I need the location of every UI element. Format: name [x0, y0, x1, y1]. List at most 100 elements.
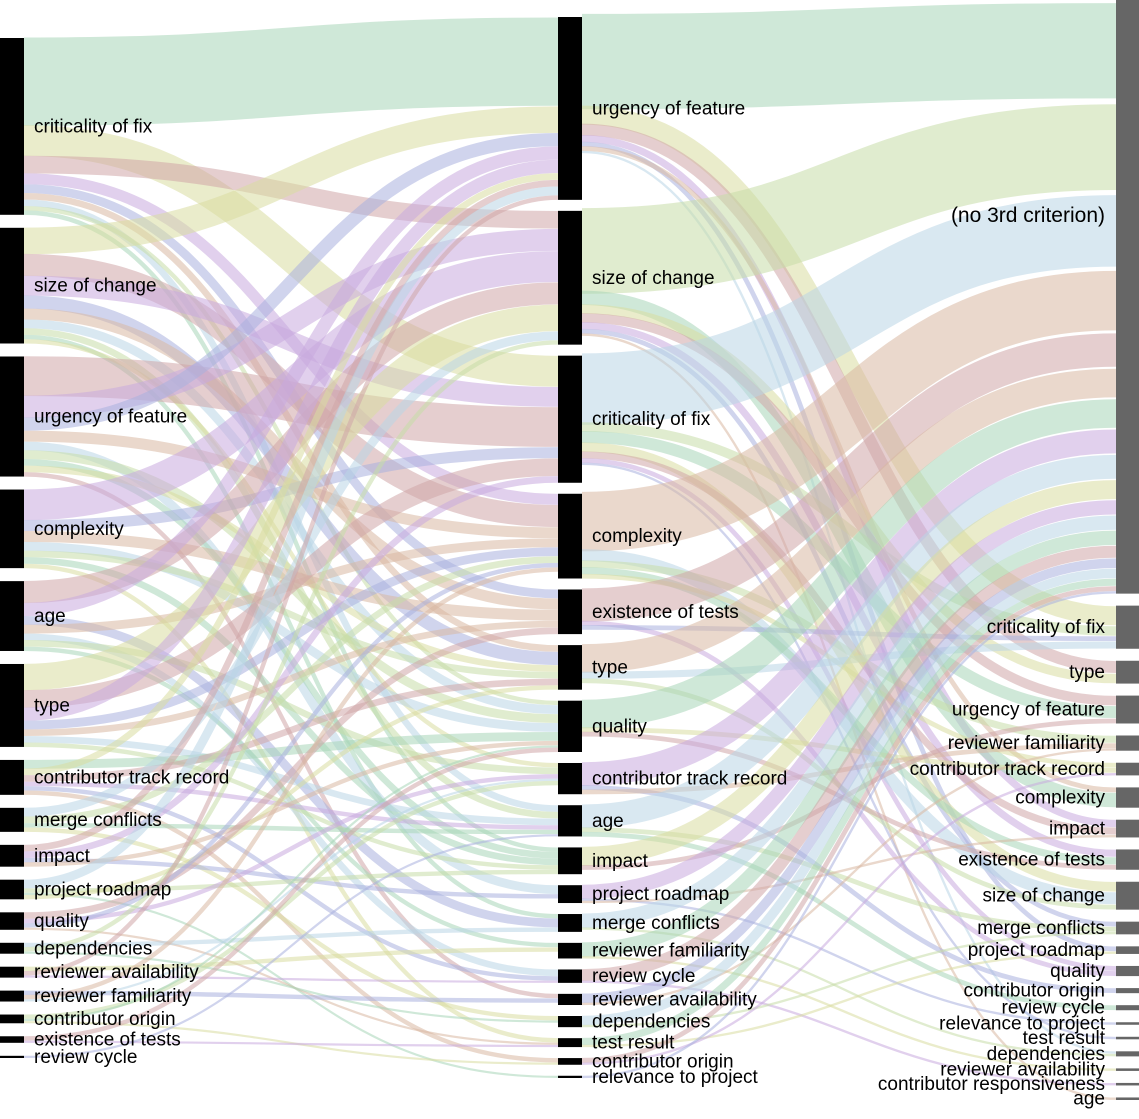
first-label-dependencies: dependencies	[34, 938, 152, 959]
third-label-dependencies: dependencies	[987, 1044, 1105, 1065]
second-label-size-of-change: size of change	[592, 268, 715, 289]
second-third-flow-urgency-of-feature-to-no-3rd-criterion	[581, 3, 1117, 110]
first-second-flow-contributor-track-record-to-type	[23, 678, 559, 782]
second-node-existence-of-tests	[558, 589, 582, 635]
first-label-type: type	[34, 695, 70, 716]
second-node-quality	[558, 700, 582, 752]
first-label-impact: impact	[34, 846, 91, 867]
first-node-urgency-of-feature	[0, 356, 24, 477]
third-node-relevance-to-project	[1116, 1022, 1139, 1025]
third-label-type: type	[1069, 662, 1105, 683]
second-node-merge-conflicts	[558, 914, 582, 932]
third-label-quality: quality	[1050, 961, 1105, 982]
first-node-existence-of-tests	[0, 1036, 24, 1043]
second-criterion-column: urgency of feature size of change critical…	[558, 17, 787, 1088]
second-third-flow-reviewer-availability-to-no-3rd-criterion	[581, 558, 1117, 1004]
first-second-flow-impact-to-quality	[23, 740, 559, 867]
first-node-reviewer-familiarity	[0, 990, 24, 1002]
second-third-flow-test-result-to-project-roadmap	[581, 951, 1117, 1048]
second-node-criticality-of-fix	[558, 355, 582, 483]
first-node-review-cycle	[0, 1055, 24, 1058]
third-label-no-3rd-criterion: (no 3rd criterion)	[951, 204, 1105, 227]
first-second-flow-complexity-to-type	[23, 550, 559, 679]
third-label-existence-of-tests: existence of tests	[958, 850, 1105, 871]
first-second-flow-dependencies-to-dependencies	[23, 951, 559, 1023]
second-third-flow-review-cycle-to-no-3rd-criterion	[581, 545, 1117, 982]
second-label-criticality-of-fix: criticality of fix	[592, 409, 711, 430]
first-second-flow-size-of-change-to-criticality-of-fix	[23, 275, 559, 407]
first-second-flow-impact-to-project-roadmap	[23, 857, 559, 899]
first-second-flow-review-cycle-to-age	[23, 834, 559, 1059]
first-second-flow-merge-conflicts-to-dependencies	[23, 827, 559, 1021]
second-node-contributor-track-record	[558, 762, 582, 795]
second-label-impact: impact	[592, 851, 649, 872]
second-node-relevance-to-project	[558, 1075, 582, 1078]
third-node-complexity	[1116, 787, 1139, 808]
third-node-impact	[1116, 819, 1139, 838]
first-second-flow-reviewer-availability-to-reviewer-familiarity	[23, 947, 559, 972]
first-second-flow-quality-to-contributor-track-record	[23, 774, 559, 924]
first-second-flow-reviewer-familiarity-to-contributor-track-record	[23, 778, 559, 1002]
first-node-age	[0, 581, 24, 651]
first-node-dependencies	[0, 942, 24, 954]
second-third-flow-contributor-origin-to-contributor-track-record	[581, 772, 1117, 1065]
first-second-flow-project-roadmap-to-urgency-of-feature	[23, 186, 559, 889]
first-second-flow-merge-conflicts-to-size-of-change	[23, 331, 559, 817]
first-node-impact	[0, 844, 24, 867]
first-node-reviewer-availability	[0, 966, 24, 978]
third-node-contributor-responsiveness	[1116, 1082, 1139, 1086]
third-node-contributor-origin	[1116, 988, 1139, 994]
first-second-flow-quality-to-existence-of-tests	[23, 627, 559, 919]
first-node-complexity	[0, 489, 24, 569]
third-node-project-roadmap	[1116, 946, 1139, 954]
second-third-flow-impact-to-no-3rd-criterion	[581, 480, 1117, 866]
second-third-flow-reviewer-familiarity-to-reviewer-availability	[581, 956, 1117, 1071]
second-label-age: age	[592, 811, 624, 832]
first-second-flow-type-to-size-of-change	[23, 304, 559, 691]
second-third-flow-quality-to-no-3rd-criterion	[581, 399, 1117, 729]
first-second-flow-impact-to-criticality-of-fix	[23, 476, 559, 858]
first-node-quality	[0, 912, 24, 930]
second-third-flow-merge-conflicts-to-dependencies	[581, 927, 1117, 1057]
flows-first-to-second	[23, 17, 559, 1078]
first-second-flow-type-to-existence-of-tests	[23, 620, 559, 737]
second-label-existence-of-tests: existence of tests	[592, 602, 739, 623]
third-node-merge-conflicts	[1116, 921, 1139, 935]
third-node-age	[1116, 1097, 1139, 1100]
second-third-flow-contributor-track-record-to-no-3rd-criterion	[581, 429, 1117, 787]
third-label-merge-conflicts: merge conflicts	[977, 918, 1105, 939]
second-node-urgency-of-feature	[558, 17, 582, 200]
first-second-flow-age-to-urgency-of-feature	[23, 146, 559, 617]
third-node-review-cycle	[1116, 1005, 1139, 1011]
first-second-flow-reviewer-familiarity-to-reviewer-availability	[23, 990, 559, 1003]
first-node-merge-conflicts	[0, 807, 24, 832]
third-label-contributor-origin: contributor origin	[963, 981, 1105, 1002]
first-second-flow-dependencies-to-size-of-change	[23, 340, 559, 952]
third-node-urgency-of-feature	[1116, 695, 1139, 724]
second-label-type: type	[592, 657, 628, 678]
first-second-flow-contributor-origin-to-quality	[23, 745, 559, 1022]
second-label-project-roadmap: project roadmap	[592, 884, 729, 905]
second-label-relevance-to-project: relevance to project	[592, 1067, 759, 1088]
second-node-size-of-change	[558, 210, 582, 345]
third-criterion-column: (no 3rd criterion) criticality of fix type…	[878, 0, 1139, 1110]
first-label-age: age	[34, 606, 66, 627]
second-third-flow-merge-conflicts-to-no-3rd-criterion	[581, 515, 1117, 928]
second-node-test-result	[558, 1038, 582, 1048]
first-label-criticality-of-fix: criticality of fix	[34, 116, 153, 137]
second-third-flow-review-cycle-to-contributor-responsiveness	[581, 980, 1117, 1086]
second-third-flow-type-to-no-3rd-criterion	[581, 368, 1117, 673]
first-second-flow-type-to-complexity	[23, 547, 559, 730]
second-third-flow-reviewer-availability-to-reviewer-familiarity	[581, 748, 1117, 1006]
first-second-flow-impact-to-urgency-of-feature	[23, 179, 559, 852]
first-second-flow-reviewer-familiarity-to-complexity	[23, 567, 559, 1000]
first-label-project-roadmap: project roadmap	[34, 880, 171, 901]
third-label-test-result: test result	[1023, 1028, 1106, 1049]
third-label-project-roadmap: project roadmap	[968, 940, 1105, 961]
first-second-flow-type-to-urgency-of-feature	[23, 159, 559, 721]
third-label-contributor-responsiveness: contributor responsiveness	[878, 1074, 1105, 1095]
first-second-flow-contributor-track-record-to-urgency-of-feature	[23, 173, 559, 776]
third-label-size-of-change: size of change	[982, 886, 1105, 907]
